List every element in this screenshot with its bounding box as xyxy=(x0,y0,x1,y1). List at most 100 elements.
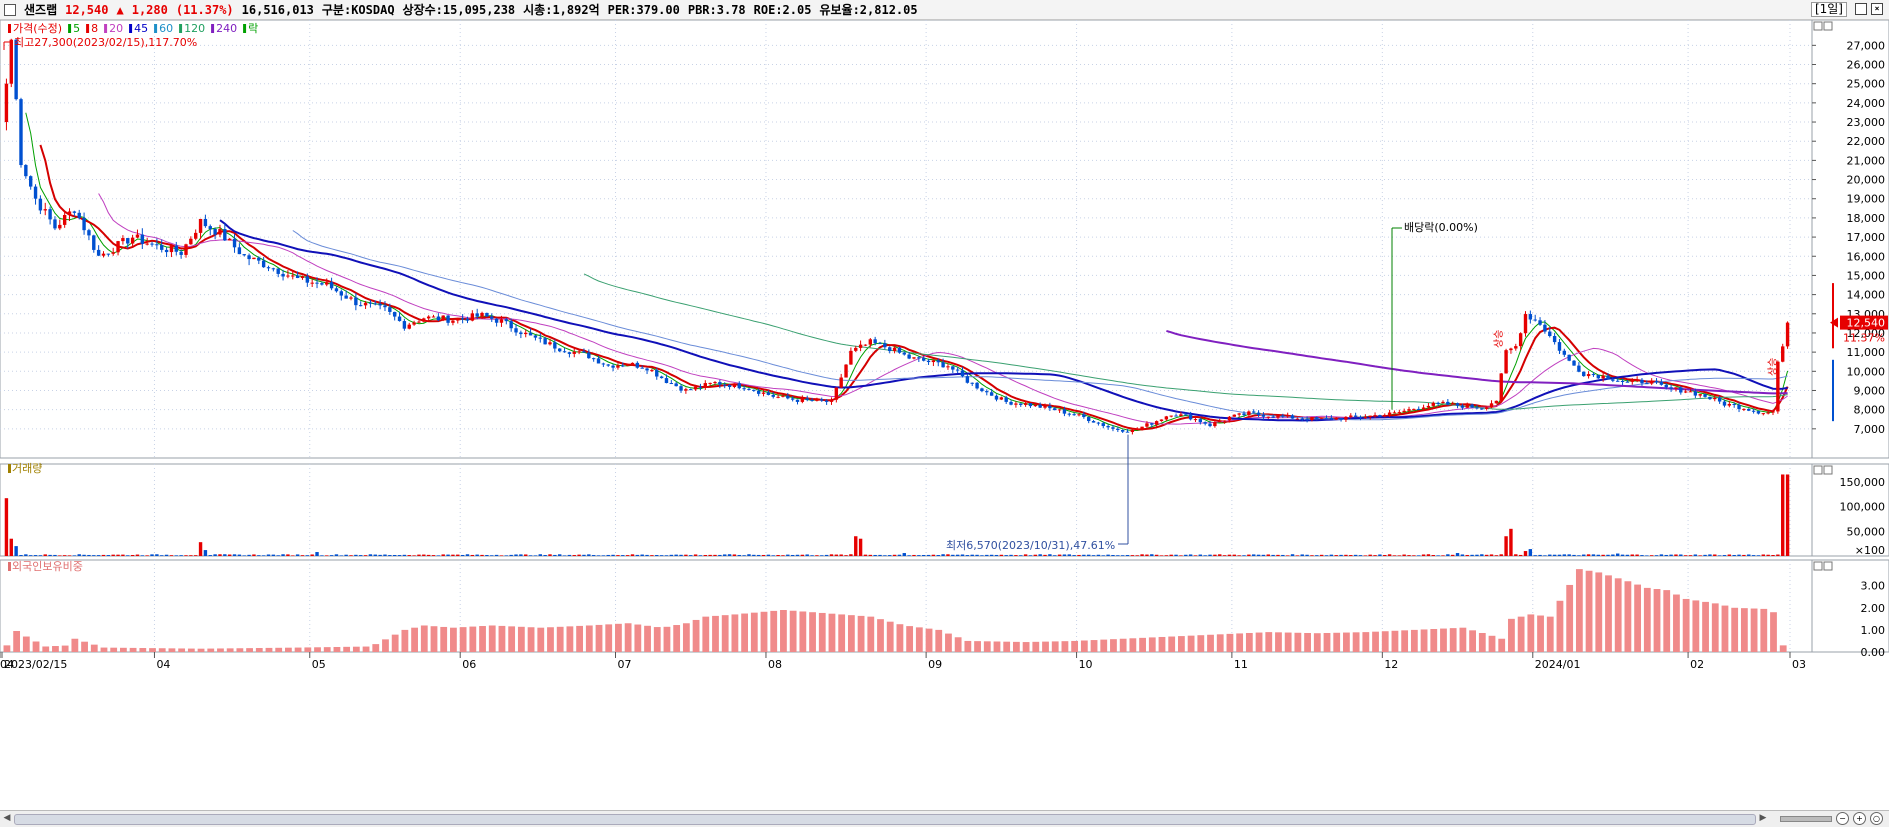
select-checkbox[interactable] xyxy=(4,3,16,16)
horizontal-scrollbar[interactable]: ◀ ▶ − + ○ xyxy=(0,810,1889,827)
volume-bar xyxy=(669,554,674,556)
scroll-thumb[interactable] xyxy=(14,814,1756,825)
candle-body xyxy=(698,386,703,388)
volume-bar xyxy=(1436,555,1440,556)
zoom-out-icon[interactable]: − xyxy=(1836,812,1849,825)
volume-bar xyxy=(378,554,382,556)
foreign-bar xyxy=(1323,632,1331,652)
volume-bar xyxy=(946,554,950,556)
candle-body xyxy=(237,247,242,255)
candle-body xyxy=(737,383,741,389)
volume-bar xyxy=(514,554,518,556)
candle-body xyxy=(92,235,96,250)
volume-bar xyxy=(1732,554,1736,556)
zoom-track[interactable] xyxy=(1780,815,1832,822)
candle-body xyxy=(664,378,669,384)
candle-body xyxy=(1135,429,1139,431)
candle-body xyxy=(805,398,809,400)
foreign-bar xyxy=(1731,607,1739,652)
candle-body xyxy=(291,275,295,277)
close-icon[interactable]: × xyxy=(1871,3,1883,15)
volume-bar xyxy=(587,554,591,556)
volume-bar xyxy=(1465,554,1469,556)
candle-body xyxy=(1227,416,1232,421)
per-value: PER:379.00 xyxy=(607,2,680,17)
candle-body xyxy=(1421,407,1426,410)
candle-body xyxy=(795,399,800,402)
candle-body xyxy=(208,226,212,230)
volume-bar xyxy=(237,554,242,556)
candle-body xyxy=(227,238,232,241)
candle-body xyxy=(169,245,174,253)
foreign-bar xyxy=(1304,632,1311,652)
candle-body xyxy=(572,351,576,354)
candles xyxy=(4,38,1790,435)
volume-bar xyxy=(931,554,936,556)
candle-body xyxy=(470,313,475,321)
foreign-bar xyxy=(294,647,302,652)
volume-bar xyxy=(1349,555,1353,556)
price-tick-label: 21,000 xyxy=(1847,154,1886,167)
roe-value: ROE:2.05 xyxy=(753,2,812,17)
volume-bar xyxy=(834,554,839,556)
volume-bar xyxy=(77,554,81,556)
candle-body xyxy=(407,324,411,329)
foreign-bar xyxy=(32,641,40,652)
foreign-bar xyxy=(450,627,457,652)
volume-bar xyxy=(354,554,358,556)
scroll-right-icon[interactable]: ▶ xyxy=(1759,813,1767,823)
legend-swatch-4 xyxy=(129,24,133,33)
volume-bar xyxy=(815,555,819,556)
volume-bar xyxy=(1756,555,1761,556)
volume-bar xyxy=(1179,555,1183,556)
zoom-in-icon[interactable]: + xyxy=(1853,812,1866,825)
candle-body xyxy=(460,318,465,320)
foreign-bar xyxy=(391,634,399,652)
zoom-reset-icon[interactable]: ○ xyxy=(1870,812,1883,825)
current-price: 12,540 xyxy=(65,2,109,17)
price-tick-label: 18,000 xyxy=(1847,212,1886,225)
foreign-bar xyxy=(789,610,797,652)
period-selector[interactable]: [1일] xyxy=(1810,2,1847,17)
candle-body xyxy=(844,364,848,378)
scroll-left-icon[interactable]: ◀ xyxy=(3,813,11,823)
candle-body xyxy=(1669,387,1673,389)
volume-bar xyxy=(494,554,499,556)
stock-chart[interactable]: 7,0008,0009,00010,00011,00012,00013,0001… xyxy=(0,20,1889,810)
candle-body xyxy=(426,316,431,319)
candle-body xyxy=(1120,429,1125,432)
candle-body xyxy=(1683,391,1688,393)
candle-body xyxy=(858,344,863,348)
volume-bar xyxy=(295,554,300,556)
volume-bar xyxy=(1082,554,1086,556)
volume-bar xyxy=(1683,555,1688,556)
volume-bar xyxy=(742,555,746,556)
volume-bar xyxy=(1509,528,1513,556)
foreign-bar xyxy=(1178,636,1185,652)
ma45-line xyxy=(219,219,1788,422)
candle-body xyxy=(543,338,547,345)
price-tick-label: 12,000 xyxy=(1847,327,1886,340)
volume-bar xyxy=(1528,549,1533,556)
volume-bar xyxy=(242,555,246,556)
maximize-icon[interactable] xyxy=(1855,3,1867,15)
candle-body xyxy=(630,362,635,365)
candle-body xyxy=(596,358,601,364)
volume-bar xyxy=(116,554,120,556)
foreign-bar xyxy=(1236,633,1244,652)
candle-body xyxy=(1057,409,1062,411)
candle-body xyxy=(1679,387,1683,393)
candle-body xyxy=(601,363,606,365)
volume-bar xyxy=(227,554,232,556)
volume-bar xyxy=(38,555,43,556)
foreign-bar xyxy=(770,610,778,652)
candle-body xyxy=(1387,412,1392,415)
foreign-bar xyxy=(1284,632,1292,652)
foreign-bar xyxy=(673,625,681,652)
volume-bar xyxy=(1087,554,1091,556)
foreign-bar xyxy=(1430,629,1438,652)
volume-bar xyxy=(989,554,994,556)
candle-body xyxy=(1455,403,1460,406)
foreign-bar xyxy=(139,648,147,652)
volume-bar xyxy=(1713,554,1717,556)
